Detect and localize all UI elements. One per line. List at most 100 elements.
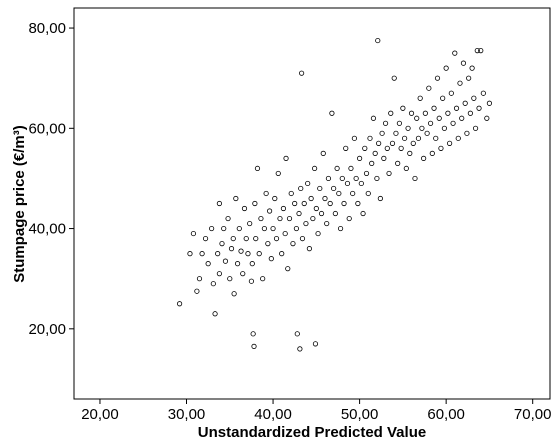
- data-point-88: [336, 190, 342, 197]
- data-point-57: [288, 190, 294, 197]
- data-point-26: [240, 271, 246, 277]
- data-point-6: [202, 235, 209, 242]
- data-point-102: [360, 210, 366, 217]
- data-point-85: [331, 185, 337, 192]
- data-point-20: [230, 235, 236, 242]
- data-point-165: [467, 110, 473, 116]
- data-point-70: [306, 246, 312, 252]
- data-point-123: [395, 160, 401, 166]
- data-point-104: [363, 170, 370, 177]
- data-point-109: [372, 150, 378, 156]
- data-point-98: [353, 175, 359, 182]
- x-tick-label-5: 70,00: [514, 406, 552, 423]
- data-point-16: [222, 258, 229, 264]
- data-point-171: [478, 48, 484, 54]
- data-point-29: [245, 251, 251, 257]
- data-point-42: [263, 190, 269, 197]
- data-point-1: [187, 251, 193, 257]
- data-point-103: [362, 145, 368, 151]
- data-point-25: [238, 248, 244, 254]
- data-point-53: [282, 230, 288, 237]
- y-axis: 20,00 40,00 60,00 80,00: [28, 20, 74, 338]
- data-point-63: [297, 346, 303, 352]
- data-point-66: [299, 235, 306, 242]
- data-point-87: [334, 165, 340, 172]
- data-point-130: [407, 150, 413, 156]
- data-point-137: [419, 125, 425, 131]
- data-point-107: [369, 160, 375, 166]
- data-points: [176, 37, 493, 352]
- data-point-136: [417, 95, 423, 101]
- data-point-19: [228, 246, 235, 252]
- data-point-5: [199, 251, 205, 257]
- data-point-173: [484, 115, 490, 121]
- data-point-34: [251, 343, 257, 349]
- data-point-44: [266, 208, 273, 214]
- data-point-67: [301, 200, 307, 207]
- data-point-170: [476, 105, 482, 111]
- data-point-12: [216, 271, 222, 277]
- data-point-96: [350, 190, 356, 197]
- data-point-80: [322, 195, 328, 202]
- data-point-86: [332, 210, 338, 217]
- data-point-35: [252, 200, 258, 207]
- data-point-50: [277, 215, 283, 222]
- data-point-28: [243, 235, 249, 242]
- data-point-159: [457, 80, 463, 86]
- data-point-121: [391, 75, 397, 81]
- data-point-43: [265, 241, 271, 247]
- data-point-81: [324, 220, 330, 227]
- data-point-94: [346, 215, 352, 222]
- data-point-101: [358, 180, 364, 187]
- data-point-126: [400, 105, 406, 111]
- data-point-47: [272, 195, 278, 202]
- data-point-14: [219, 241, 225, 247]
- x-axis: 20,00 30,00 40,00 50,00 60,00 70,00: [81, 399, 551, 423]
- data-point-110: [374, 175, 380, 182]
- data-point-32: [249, 261, 255, 267]
- data-point-10: [212, 311, 218, 317]
- y-tick-label-2: 60,00: [28, 120, 66, 137]
- data-point-132: [410, 140, 416, 146]
- data-point-82: [325, 175, 332, 182]
- data-point-108: [370, 115, 377, 121]
- y-tick-label-0: 20,00: [28, 321, 66, 338]
- data-point-45: [268, 256, 274, 262]
- data-point-84: [329, 110, 335, 116]
- data-point-56: [286, 215, 293, 222]
- data-point-134: [414, 115, 420, 121]
- x-axis-title: Unstandardized Predicted Value: [198, 424, 426, 441]
- data-point-118: [386, 170, 392, 177]
- data-point-161: [460, 60, 467, 66]
- data-point-4: [196, 276, 203, 282]
- data-point-100: [356, 155, 363, 161]
- data-point-125: [398, 145, 404, 151]
- data-point-73: [311, 165, 318, 172]
- data-point-154: [448, 90, 454, 96]
- data-point-49: [275, 170, 281, 177]
- data-point-172: [480, 90, 486, 96]
- data-point-61: [294, 331, 300, 337]
- data-point-150: [441, 125, 448, 131]
- data-point-141: [426, 85, 432, 91]
- data-point-124: [396, 120, 403, 126]
- data-point-79: [320, 150, 326, 156]
- data-point-127: [401, 135, 408, 141]
- data-point-65: [299, 70, 305, 76]
- data-point-113: [377, 195, 383, 202]
- data-point-128: [403, 165, 409, 172]
- data-point-90: [339, 175, 345, 182]
- data-point-93: [344, 180, 351, 187]
- data-point-54: [283, 155, 289, 161]
- data-point-168: [472, 125, 479, 131]
- x-tick-label-3: 50,00: [341, 406, 379, 423]
- data-point-99: [355, 200, 361, 207]
- data-point-30: [247, 220, 253, 227]
- data-point-164: [466, 75, 472, 81]
- data-point-9: [210, 281, 216, 287]
- data-point-37: [254, 165, 261, 172]
- data-point-92: [343, 145, 349, 151]
- data-point-83: [327, 200, 333, 207]
- plot-frame: [73, 7, 551, 400]
- data-point-36: [253, 235, 259, 242]
